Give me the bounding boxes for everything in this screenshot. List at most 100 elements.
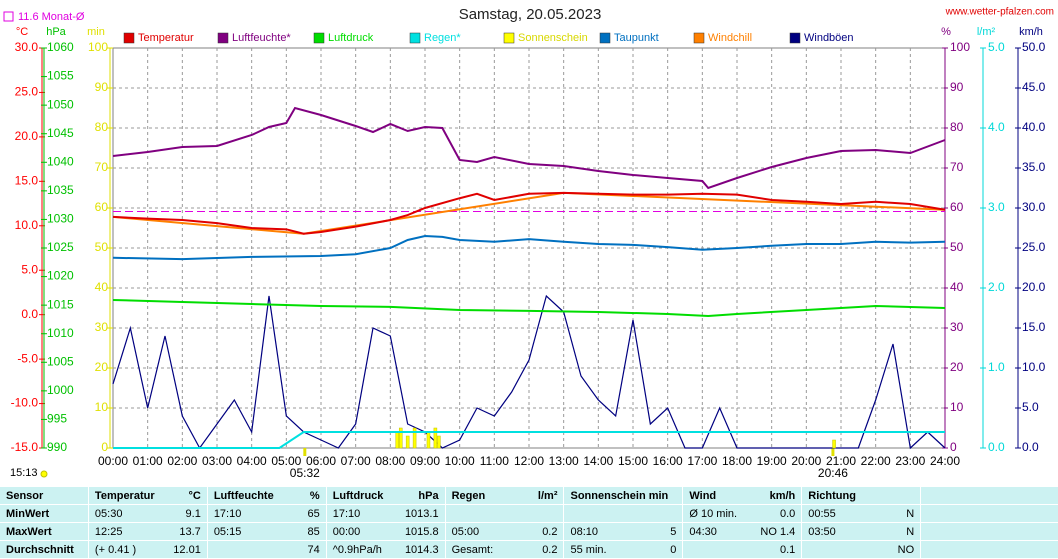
axis-unit: min [87, 26, 105, 38]
y-tick-label: -10.0 [11, 396, 39, 410]
x-tick-label: 12:00 [514, 454, 544, 468]
table-cell: Regen l/m² [445, 487, 564, 504]
y-tick-label: 50 [95, 240, 109, 254]
table-cell: Sonnenschein min [564, 487, 683, 504]
legend-label: Sonnenschein [518, 32, 588, 44]
table-cell: 0.1 [683, 541, 802, 558]
cell-left: 55 min. [570, 543, 607, 556]
y-tick-label: 70 [95, 160, 109, 174]
cell-right: N [906, 507, 915, 520]
y-tick-label: 20 [95, 360, 109, 374]
x-tick-label: 06:00 [306, 454, 336, 468]
legend-label: Luftfeuchte* [232, 32, 291, 44]
y-tick-label: 100 [950, 40, 970, 54]
y-tick-label: 10.0 [1022, 360, 1046, 374]
y-tick-label: 1010 [47, 326, 74, 340]
cell-right: % [309, 489, 320, 502]
legend-label: Temperatur [138, 32, 194, 44]
cell-right: 1014.3 [404, 543, 439, 556]
x-tick-label: 24:00 [930, 454, 960, 468]
cell-left: Regen [451, 489, 486, 502]
cell-left: 03:50 [808, 525, 836, 538]
axis-unit: hPa [46, 26, 66, 38]
cell-left: 05:00 [451, 525, 480, 538]
row-label-text: MinWert [6, 507, 50, 520]
x-tick-label: 10:00 [445, 454, 475, 468]
legend-swatch [693, 32, 705, 44]
y-tick-label: 10 [95, 400, 109, 414]
series-bar [398, 427, 403, 449]
cell-left: 00:00 [332, 525, 361, 538]
cell-right: 9.1 [185, 507, 201, 520]
y-tick-label: 2.0 [988, 280, 1005, 294]
y-tick-label: 1030 [47, 212, 74, 226]
series-bar [395, 431, 400, 449]
x-tick-label: 16:00 [653, 454, 683, 468]
cell-right: N [906, 525, 915, 538]
chart: Samstag, 20.05.2023 www.wetter-pfalzen.c… [3, 6, 1054, 480]
y-tick-label: 1.0 [988, 360, 1005, 374]
row-label: MaxWert [0, 523, 88, 540]
table-cell: 17:10 1013.1 [326, 505, 445, 522]
table-cell: 12:25 13.7 [88, 523, 207, 540]
cell-left: 08:10 [570, 525, 599, 538]
cell-right: 0.2 [542, 525, 558, 538]
cell-left: 05:15 [213, 525, 242, 538]
y-tick-label: 40.0 [1022, 120, 1046, 134]
cell-left: Luftfeuchte [213, 489, 274, 502]
y-tick-label: 80 [950, 120, 964, 134]
cell-left: Richtung [808, 489, 856, 502]
cell-right: 12.01 [173, 543, 201, 556]
x-tick-label: 01:00 [133, 454, 163, 468]
table-cell: Wind km/h [683, 487, 802, 504]
legend-swatch [217, 32, 229, 44]
reference-icon [3, 11, 14, 22]
series-bar [437, 435, 441, 449]
y-tick-label: 90 [950, 80, 964, 94]
legend-swatch [503, 32, 515, 44]
x-tick-label: 11:00 [480, 454, 509, 468]
cell-right: 13.7 [179, 525, 201, 538]
cell-left: Sensor [6, 489, 44, 502]
cell-left: 04:30 [689, 525, 717, 538]
cell-right: NO 1.4 [760, 525, 796, 538]
table-cell: (+ 0.41 ) 12.01 [88, 541, 207, 558]
y-tick-label: 1055 [47, 69, 74, 83]
table-cell: 05:00 0.2 [445, 523, 564, 540]
table-cell [921, 541, 1058, 558]
y-tick-label: 1000 [47, 383, 74, 397]
series-bar [405, 435, 410, 449]
series-line [112, 294, 946, 450]
y-tick-label: 25.0 [1022, 240, 1046, 254]
x-tick-label: 18:00 [722, 454, 752, 468]
x-tick-label: 05:00 [271, 454, 301, 468]
table-cell: 03:50 N [802, 523, 921, 540]
table-cell [445, 505, 564, 522]
x-tick-label: 03:00 [202, 454, 232, 468]
row-label-text: Durchschnitt [6, 543, 74, 556]
moon-icon [40, 470, 48, 478]
cell-left: Wind [689, 489, 717, 502]
y-tick-label: 70 [950, 160, 964, 174]
table-header: Sensor Temperatur °C Luftfeuchte% Luftdruck h… [0, 487, 1058, 504]
table-cell: 08:10 5 [564, 523, 683, 540]
y-tick-label: 1045 [47, 126, 74, 140]
y-tick-label: 0.0 [21, 307, 38, 321]
x-tick-label: 08:00 [375, 454, 405, 468]
y-tick-label: 5.0 [1022, 400, 1039, 414]
y-tick-label: 15.0 [15, 174, 39, 188]
chart-title: Samstag, 20.05.2023 [459, 6, 602, 23]
row-label-text: MaxWert [6, 525, 52, 538]
legend-swatch [409, 32, 421, 44]
x-tick-label: 02:00 [167, 454, 197, 468]
source: www.wetter-pfalzen.com [945, 7, 1054, 18]
y-tick-label: 1015 [47, 297, 74, 311]
legend-label: Windböen [804, 32, 854, 44]
y-tick-label: 100 [88, 40, 108, 54]
y-tick-label: 10.0 [15, 218, 39, 232]
table-cell: Luftdruck hPa [326, 487, 445, 504]
cell-right: 1015.8 [404, 525, 439, 538]
series-line [113, 431, 945, 449]
table-row: Durchschnitt (+ 0.41 ) 12.01 74 ^0.9hPa/h 101… [0, 541, 1058, 558]
